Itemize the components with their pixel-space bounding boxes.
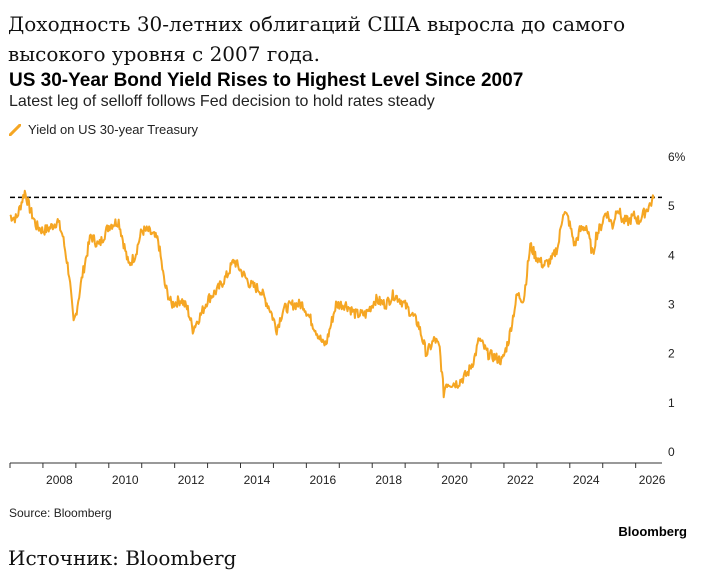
brand-logo: Bloomberg [618,524,687,539]
x-tick-label: 2016 [309,473,336,487]
x-tick-label: 2020 [441,473,468,487]
y-tick-label: 0 [668,445,675,459]
chart-subtitle: Latest leg of selloff follows Fed decisi… [9,93,435,110]
x-tick-label: 2026 [639,473,666,487]
x-tick-label: 2024 [573,473,600,487]
legend-line-icon [9,123,21,136]
y-tick-label: 2 [668,347,675,361]
y-tick-label: 5 [668,199,675,213]
x-tick-label: 2012 [178,473,205,487]
x-tick-label: 2008 [46,473,73,487]
y-tick-label: 1 [668,396,675,410]
ru-headline: Доходность 30-летних облигаций США вырос… [8,12,626,66]
series-line-30yr-yield [9,189,655,399]
ru-source: Источник: Bloomberg [8,546,237,570]
x-tick-label: 2010 [112,473,139,487]
x-tick-label: 2022 [507,473,534,487]
x-tick-label: 2014 [244,473,271,487]
chart-title: US 30-Year Bond Yield Rises to Highest L… [9,70,524,91]
y-tick-label: 6% [668,150,686,164]
y-tick-label: 4 [668,248,675,262]
legend: Yield on US 30-year Treasury [9,122,198,137]
x-tick-label: 2018 [375,473,402,487]
chart-source: Source: Bloomberg [9,506,112,520]
legend-series-label: Yield on US 30-year Treasury [28,122,199,137]
y-tick-label: 3 [668,298,675,312]
